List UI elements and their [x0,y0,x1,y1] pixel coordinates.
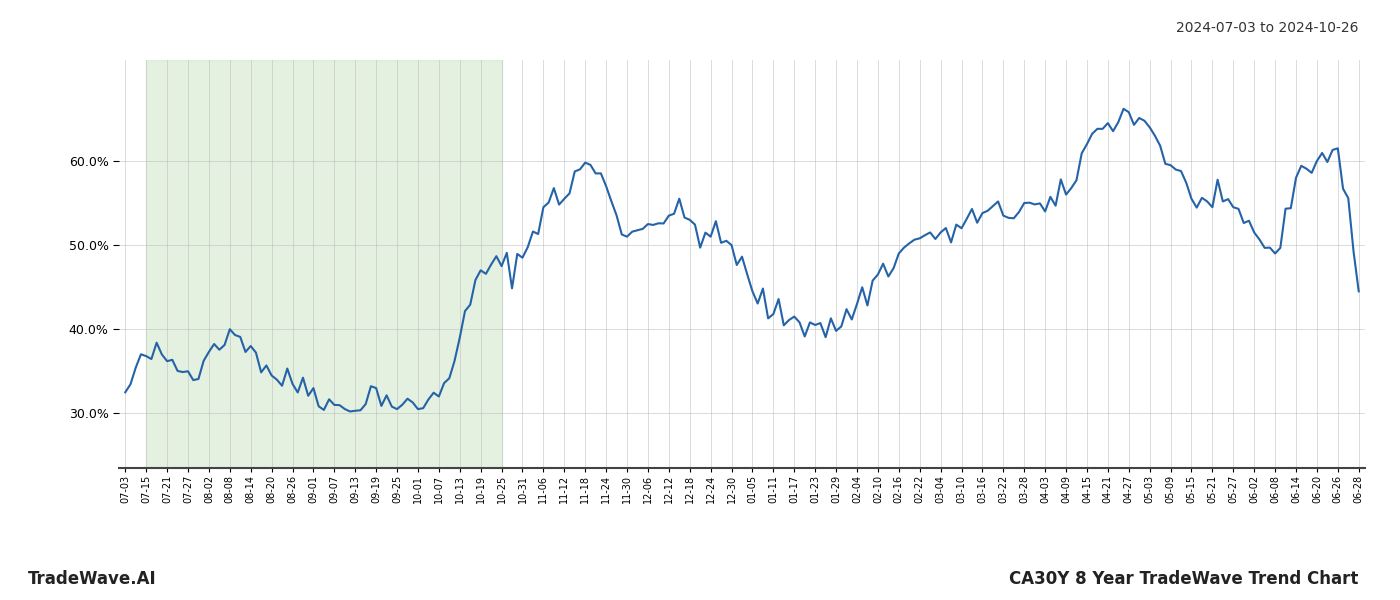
Text: 2024-07-03 to 2024-10-26: 2024-07-03 to 2024-10-26 [1176,21,1358,35]
Bar [146,60,501,468]
Text: TradeWave.AI: TradeWave.AI [28,570,157,588]
Text: CA30Y 8 Year TradeWave Trend Chart: CA30Y 8 Year TradeWave Trend Chart [1008,570,1358,588]
